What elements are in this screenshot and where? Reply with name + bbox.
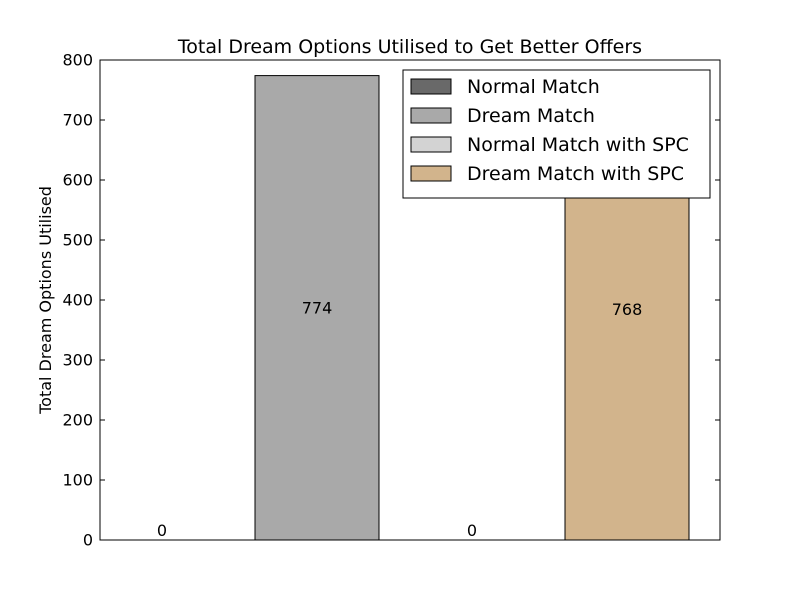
legend-label-normal-match: Normal Match (467, 76, 600, 98)
data-label-normal-match-with-spc: 0 (467, 521, 477, 540)
legend-label-dream-match-with-spc: Dream Match with SPC (467, 163, 684, 185)
plot-area-frame (99, 59, 721, 541)
legend-label-normal-match-with-spc: Normal Match with SPC (467, 134, 689, 156)
legend-label-dream-match: Dream Match (467, 105, 595, 127)
y-tick-label: 100 (62, 471, 93, 490)
y-axis-ticks: 0 100 200 300 400 500 600 700 800 (62, 51, 720, 550)
data-label-dream-match-with-spc: 768 (612, 300, 643, 319)
legend-swatch-normal-match-with-spc (410, 136, 452, 153)
y-tick-label: 200 (62, 411, 93, 430)
y-tick-label: 800 (62, 51, 93, 70)
legend: Normal Match Dream Match Normal Match with… (402, 69, 711, 199)
y-tick-label: 300 (62, 351, 93, 370)
y-tick-label: 600 (62, 171, 93, 190)
y-tick-label: 400 (62, 291, 93, 310)
data-label-dream-match: 774 (302, 298, 333, 317)
y-axis-label: Total Dream Options Utilised (36, 186, 55, 415)
y-tick-label: 700 (62, 111, 93, 130)
y-tick-label: 500 (62, 231, 93, 250)
legend-swatch-dream-match (410, 107, 452, 124)
data-labels-group: 0 774 0 768 (157, 298, 642, 540)
data-label-normal-match: 0 (157, 521, 167, 540)
chart-title: Total Dream Options Utilised to Get Bett… (177, 36, 642, 58)
legend-swatch-dream-match-with-spc (410, 165, 452, 182)
y-tick-label: 0 (83, 531, 93, 550)
legend-box (402, 69, 711, 199)
legend-swatch-normal-match (410, 78, 452, 95)
